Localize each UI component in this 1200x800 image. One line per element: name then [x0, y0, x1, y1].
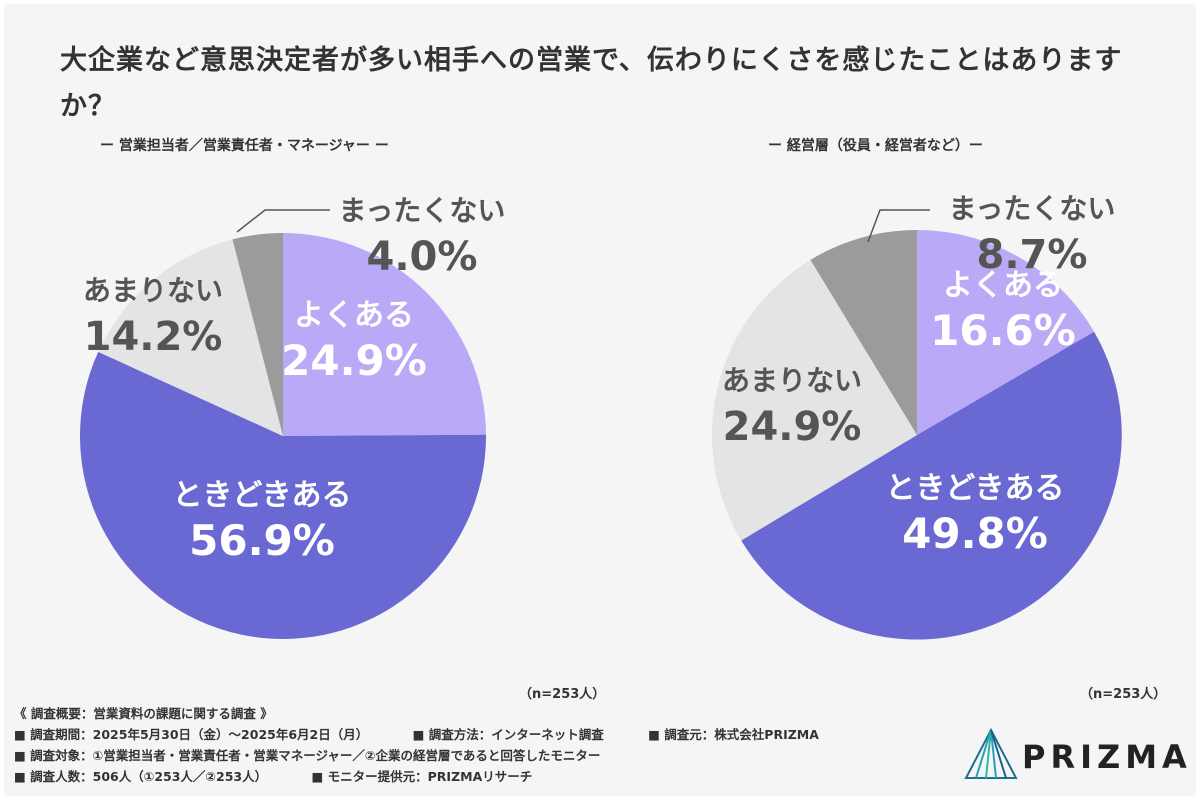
right-pie-slice-sometimes	[741, 331, 1122, 640]
right-pie-leader-line	[867, 209, 930, 243]
left-sample-size: （n=253人）	[519, 687, 606, 702]
left-pie-label-sometimes: ときどきある	[172, 478, 351, 513]
prizma-logo: PRIZMA	[962, 726, 1187, 786]
left-pie-slice-never	[232, 233, 283, 436]
left-pie-label-never: まったくない	[339, 194, 506, 227]
left-pie-value-often: 24.9%	[281, 336, 427, 385]
right-pie-label-never: まったくない	[949, 192, 1116, 225]
right-pie-slice-often	[917, 230, 1095, 435]
left-pie-slice-often	[283, 233, 486, 436]
right-pie-value-often: 16.6%	[930, 306, 1076, 355]
left-pie-slice-sometimes	[80, 351, 487, 639]
right-pie-subtitle: ー 経営層（役員・経営者など）ー	[768, 138, 983, 154]
right-pie-label-rarely: あまりない	[722, 364, 862, 397]
left-pie-value-never: 4.0%	[367, 234, 478, 280]
right-pie-slice-never	[810, 230, 917, 435]
right-pie-value-never: 8.7%	[977, 232, 1088, 278]
right-pie-label-sometimes: ときどきある	[885, 471, 1064, 506]
left-pie-value-rarely: 14.2%	[84, 314, 223, 360]
survey-provider: ■ モニター提供元：PRIZMAリサーチ	[311, 769, 533, 784]
prizma-logo-text: PRIZMA	[1022, 738, 1192, 776]
right-sample-size: （n=253人）	[1080, 687, 1167, 702]
right-pie-label-often: よくある	[943, 268, 1063, 303]
survey-overview: 《 調査概要：営業資料の課題に関する調査 》 ■ 調査期間：2025年5月30日…	[14, 703, 954, 787]
survey-heading: 《 調査概要：営業資料の課題に関する調査 》	[14, 706, 273, 721]
survey-source: ■ 調査元：株式会社PRIZMA	[648, 727, 819, 742]
survey-target: ■ 調査対象：①営業担当者・営業責任者・営業マネージャー／②企業の経営層であると…	[14, 748, 601, 763]
left-pie-leader-line	[236, 209, 330, 233]
left-pie-subtitle: ー 営業担当者／営業責任者・マネージャー ー	[100, 138, 389, 154]
survey-count: ■ 調査人数：506人（①253人／②253人）	[14, 769, 268, 784]
chart-title: 大企業など意思決定者が多い相手への営業で、伝わりにくさを感じたことはありますか？	[60, 45, 1123, 122]
right-pie-slice-rarely	[712, 259, 917, 541]
survey-method: ■ 調査方法：インターネット調査	[412, 727, 604, 742]
right-pie-value-sometimes: 49.8%	[902, 509, 1048, 558]
left-pie-slice-rarely	[98, 239, 283, 436]
left-pie-value-sometimes: 56.9%	[189, 516, 335, 565]
right-pie-value-rarely: 24.9%	[723, 404, 862, 450]
prizma-logo-icon	[964, 727, 1018, 779]
left-pie-label-rarely: あまりない	[83, 274, 223, 307]
survey-period: ■ 調査期間：2025年5月30日（金）〜2025年6月2日（月）	[14, 727, 369, 742]
left-pie-label-often: よくある	[294, 298, 414, 333]
